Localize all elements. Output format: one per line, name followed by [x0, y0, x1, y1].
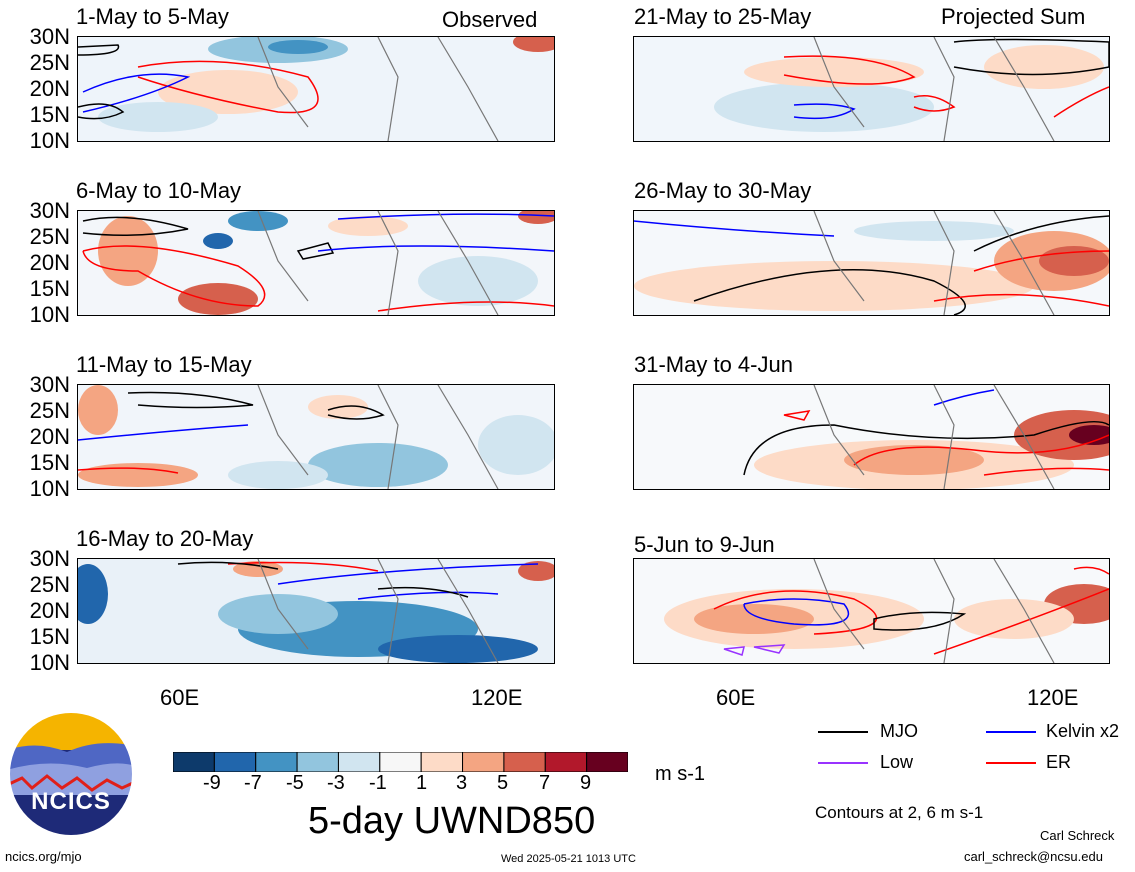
colorbar-swatch: [379, 751, 422, 773]
panel-title-proj-1: 21-May to 25-May: [634, 4, 812, 29]
lat-tick-label: 15N: [29, 624, 70, 649]
timestamp: Wed 2025-05-21 1013 UTC: [501, 853, 636, 865]
map-panel-obs-2: [77, 210, 555, 316]
colorbar-label: -7: [244, 772, 262, 794]
map-panel-proj-2: [633, 210, 1110, 316]
map-panel-obs-1: [77, 36, 555, 142]
logo-text: NCICS: [31, 788, 111, 815]
map-panel-proj-4: [633, 558, 1110, 664]
lat-tick-label: 30N: [29, 372, 70, 397]
site-link[interactable]: ncics.org/mjo: [5, 849, 82, 864]
colorbar-swatch: [586, 751, 629, 773]
lon-tick-label: 120E: [1027, 685, 1079, 710]
colorbar-swatch: [337, 751, 381, 773]
map-panel-obs-3: [77, 384, 555, 490]
colorbar-swatch: [544, 751, 588, 773]
panel-title-obs-3: 11-May to 15-May: [76, 352, 252, 377]
lat-tick-label: 20N: [29, 598, 70, 623]
panel-title-obs-1: 1-May to 5-May: [76, 4, 229, 29]
legend-label-mjo: MJO: [880, 721, 918, 741]
panel-title-proj-3: 31-May to 4-Jun: [634, 352, 793, 377]
panel-title-obs-2: 6-May to 10-May: [76, 178, 242, 203]
lon-tick-label: 120E: [471, 685, 523, 710]
legend-label-er: ER: [1046, 752, 1072, 772]
colorbar-swatches: [172, 751, 629, 773]
lat-tick-label: 10N: [29, 302, 70, 327]
colorbar-label: -1: [369, 772, 387, 794]
lat-tick-label: 10N: [29, 650, 70, 675]
map-panel-proj-1: [633, 36, 1110, 142]
lat-tick-label: 30N: [29, 24, 70, 49]
colorbar-swatch: [420, 751, 464, 773]
legend-swatches: [818, 731, 868, 764]
colorbar-label: 7: [539, 772, 551, 794]
colorbar-swatch: [462, 751, 505, 773]
lat-tick-label: 15N: [29, 102, 70, 127]
lat-tick-label: 15N: [29, 450, 70, 475]
colorbar-label: -5: [286, 772, 304, 794]
colorbar-label: -9: [203, 772, 221, 794]
lon-tick-label: 60E: [160, 685, 200, 710]
observed-label: Observed: [442, 7, 538, 32]
author-name: Carl Schreck: [1040, 828, 1115, 843]
ncics-logo: NCICS: [7, 710, 135, 838]
lat-tick-label: 25N: [29, 572, 70, 597]
chart-title: 5-day UWND850: [308, 800, 596, 842]
lat-tick-label: 25N: [29, 50, 70, 75]
author-email[interactable]: carl_schreck@ncsu.edu: [964, 849, 1103, 864]
lat-tick-label: 20N: [29, 250, 70, 275]
panel-title-obs-4: 16-May to 20-May: [76, 526, 254, 551]
map-panel-proj-3: [633, 384, 1110, 490]
legend-swatches-right: [986, 731, 1036, 764]
colorbar-swatch: [296, 751, 339, 773]
projected-sum-label: Projected Sum: [941, 4, 1086, 29]
map-panel-obs-4: [77, 558, 555, 664]
colorbar-swatch: [213, 751, 257, 773]
colorbar-label: 3: [456, 772, 468, 794]
lat-tick-label: 20N: [29, 76, 70, 101]
lon-tick-label: 60E: [716, 685, 756, 710]
lat-tick-label: 10N: [29, 128, 70, 153]
legend-label-kelvin: Kelvin x2: [1046, 721, 1120, 741]
colorbar-swatch: [172, 751, 215, 773]
panel-title-proj-4: 5-Jun to 9-Jun: [634, 532, 775, 557]
colorbar-swatch: [503, 751, 546, 773]
lat-tick-label: 25N: [29, 224, 70, 249]
lat-tick-label: 25N: [29, 398, 70, 423]
colorbar-label: -3: [327, 772, 345, 794]
lat-tick-label: 30N: [29, 546, 70, 571]
legend-label-low: Low: [880, 752, 914, 772]
colorbar-swatch: [255, 751, 298, 773]
contour-note: Contours at 2, 6 m s-1: [815, 803, 984, 822]
colorbar-label: 9: [580, 772, 592, 794]
panel-title-proj-2: 26-May to 30-May: [634, 178, 812, 203]
colorbar-label: 1: [416, 772, 428, 794]
colorbar: [172, 751, 629, 777]
lat-tick-label: 15N: [29, 276, 70, 301]
colorbar-label: 5: [497, 772, 509, 794]
lat-tick-label: 20N: [29, 424, 70, 449]
colorbar-units: m s-1: [655, 763, 705, 785]
lat-tick-label: 30N: [29, 198, 70, 223]
lat-tick-label: 10N: [29, 476, 70, 501]
